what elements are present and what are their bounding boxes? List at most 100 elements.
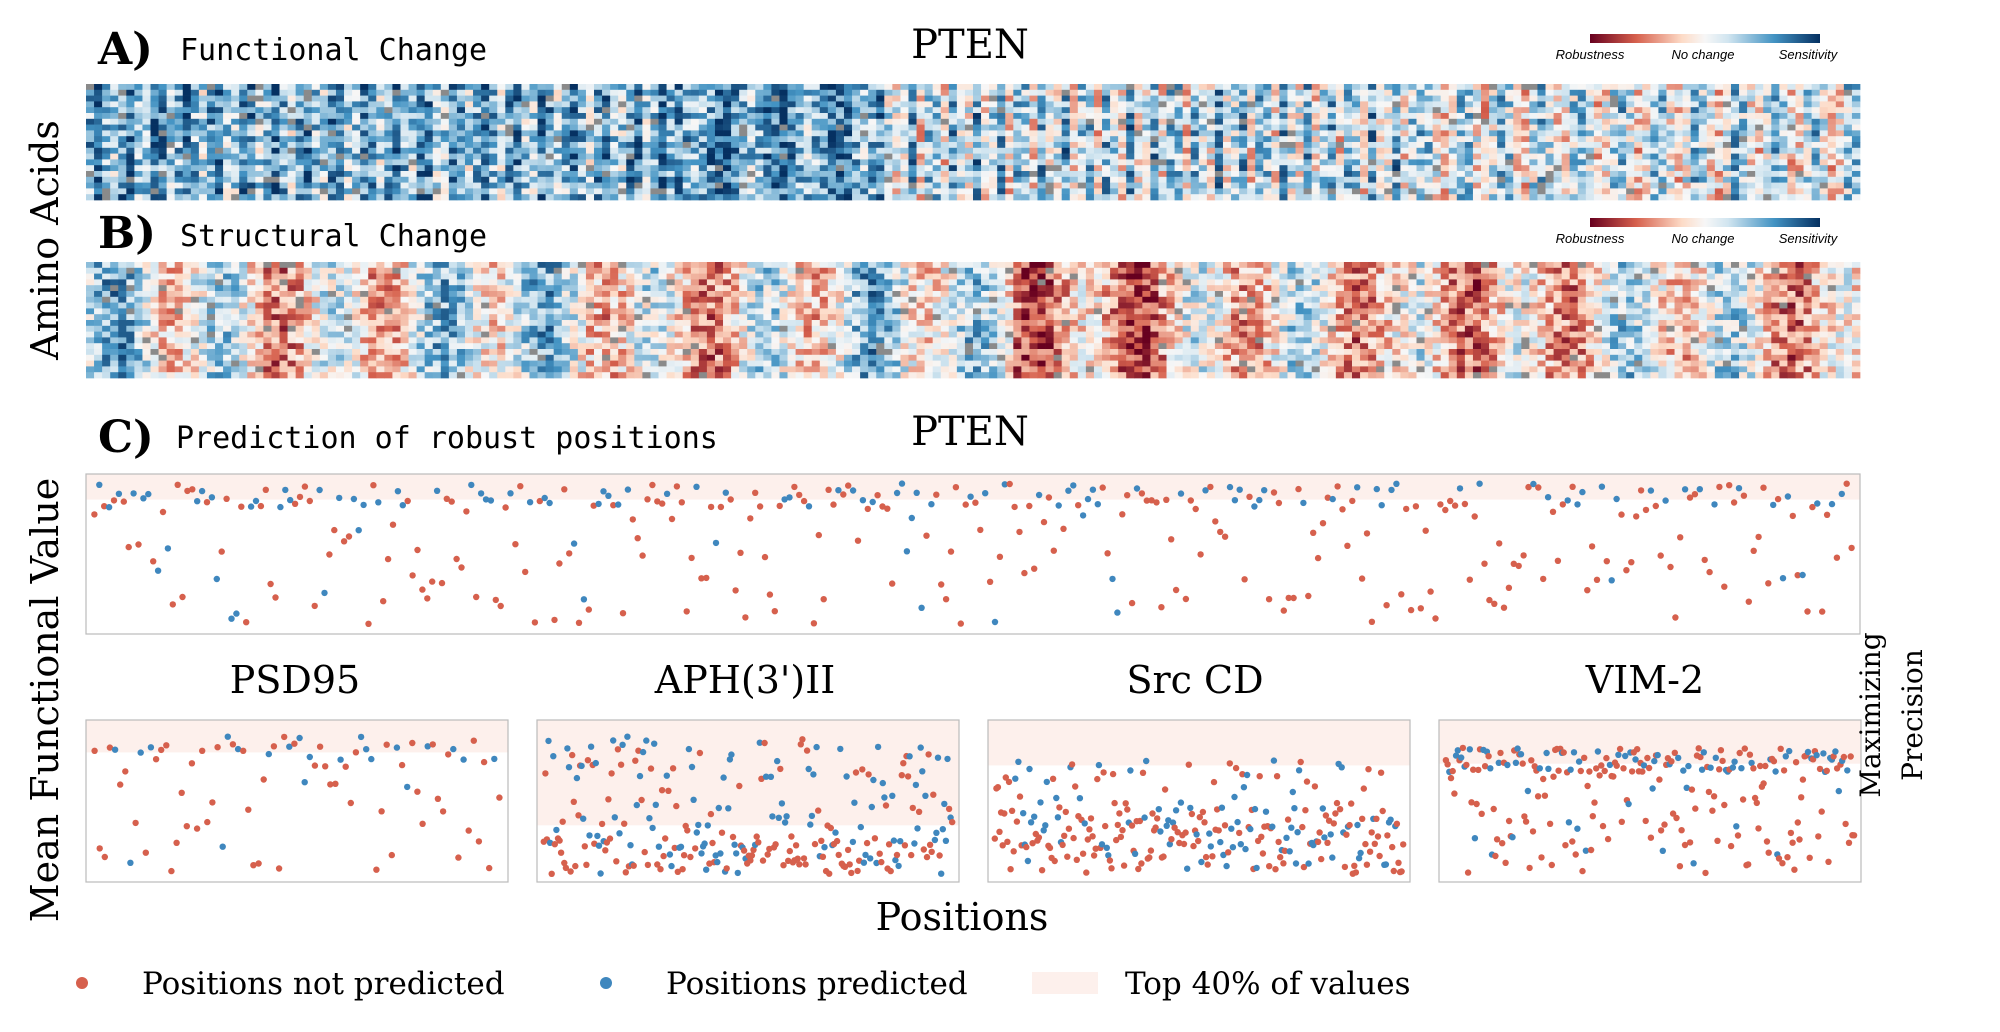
heatmap-cell [263,331,272,338]
heatmap-cell [279,165,288,172]
heatmap-cell [1013,142,1022,149]
heatmap-cell [1666,182,1675,189]
heatmap-cell [852,188,861,195]
heatmap-cell [1335,136,1345,143]
heatmap-cell [255,314,264,321]
heatmap-cell [1682,188,1692,195]
heatmap-cell [811,159,821,166]
heatmap-cell [1384,95,1393,102]
heatmap-cell [456,107,466,114]
heatmap-cell [1287,95,1296,102]
heatmap-cell [1416,107,1425,114]
heatmap-cell [545,89,555,96]
heatmap-cell [981,113,990,120]
heatmap-cell [1722,84,1732,91]
heatmap-cell [473,107,482,114]
heatmap-cell [231,118,240,125]
heatmap-cell [1440,147,1450,154]
heatmap-cell [1005,182,1014,189]
heatmap-cell [1545,89,1554,96]
heatmap-cell [1843,118,1853,125]
heatmap-cell [1255,165,1264,172]
heatmap-cell [1755,159,1764,166]
heatmap-cell [1085,136,1095,143]
heatmap-cell [779,89,788,96]
heatmap-cell [1827,165,1837,172]
heatmap-cell [1464,153,1474,160]
heatmap-cell [1069,147,1079,154]
heatmap-cell [860,159,869,166]
heatmap-cell [311,118,321,125]
heatmap-cell [1497,188,1506,195]
heatmap-cell [1247,153,1256,160]
heatmap-cell [803,176,813,183]
heatmap-cell [1569,176,1579,183]
heatmap-cell [1295,176,1304,183]
heatmap-cell [182,366,192,373]
heatmap-cell [1424,89,1433,96]
heatmap-cell [102,296,111,303]
heatmap-cell [1795,107,1804,114]
heatmap-cell [1497,159,1506,166]
heatmap-cell [771,107,780,114]
heatmap-cell [158,147,167,154]
heatmap-cell [642,159,651,166]
heatmap-cell [1392,176,1401,183]
heatmap-cell [626,101,635,108]
heatmap-cell [666,118,675,125]
heatmap-cell [1311,124,1321,131]
heatmap-cell [408,165,417,172]
heatmap-cell [215,349,224,356]
heatmap-cell [231,84,240,91]
heatmap-cell [352,113,361,120]
heatmap-cell [247,159,256,166]
heatmap-cell [561,182,571,189]
heatmap-cell [1585,107,1595,114]
heatmap-cell [198,308,208,315]
heatmap-cell [1827,176,1837,183]
heatmap-cell [900,95,909,102]
heatmap-cell [344,142,353,149]
heatmap-cell [1053,118,1063,125]
heatmap-cell [666,165,675,172]
heatmap-cell [1521,101,1530,108]
heatmap-cell [1198,101,1208,108]
heatmap-cell [239,136,248,143]
heatmap-cell [1351,176,1361,183]
heatmap-cell [352,188,361,195]
heatmap-cell [1376,188,1385,195]
heatmap-cell [1021,194,1030,201]
heatmap-cell [1279,147,1288,154]
heatmap-cell [1085,101,1095,108]
heatmap-cell [247,302,256,309]
heatmap-cell [1529,84,1538,91]
heatmap-cell [900,113,909,120]
heatmap-cell [1343,84,1353,91]
heatmap-cell [456,194,466,201]
heatmap-cell [1198,124,1208,131]
heatmap-cell [279,366,288,373]
heatmap-cell [1440,107,1450,114]
heatmap-cell [1093,165,1103,172]
heatmap-cell [1021,118,1030,125]
heatmap-cell [448,84,458,91]
heatmap-cell [158,95,167,102]
heatmap-cell [134,360,143,367]
heatmap-cell [1771,147,1780,154]
heatmap-cell [868,171,877,178]
heatmap-cell [827,89,837,96]
heatmap-cell [1521,182,1530,189]
heatmap-cell [1077,176,1087,183]
heatmap-cell [594,136,603,143]
heatmap-cell [505,113,514,120]
heatmap-cell [1085,107,1095,114]
heatmap-cell [1771,107,1780,114]
heatmap-cell [843,95,853,102]
heatmap-cell [690,165,700,172]
heatmap-cell [811,165,821,172]
heatmap-cell [1481,188,1490,195]
heatmap-cell [448,165,458,172]
heatmap-cell [311,343,321,350]
heatmap-cell [916,176,925,183]
heatmap-cell [239,159,248,166]
